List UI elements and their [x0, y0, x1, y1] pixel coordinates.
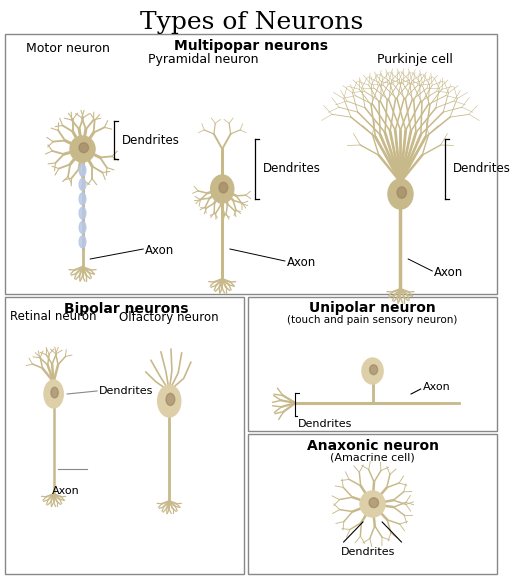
Text: Bipolar neurons: Bipolar neurons: [63, 302, 188, 316]
Ellipse shape: [44, 380, 63, 408]
Text: Dendrites: Dendrites: [122, 134, 180, 146]
Text: Dendrites: Dendrites: [263, 163, 320, 175]
Ellipse shape: [51, 387, 58, 398]
Ellipse shape: [362, 358, 383, 384]
FancyBboxPatch shape: [5, 297, 244, 574]
Ellipse shape: [79, 222, 86, 233]
Text: Axon: Axon: [423, 382, 450, 392]
Ellipse shape: [79, 164, 86, 176]
Ellipse shape: [360, 491, 385, 517]
Text: Axon: Axon: [51, 486, 80, 496]
Ellipse shape: [70, 136, 95, 162]
Text: Olfactory neuron: Olfactory neuron: [120, 310, 219, 324]
Ellipse shape: [388, 179, 413, 209]
FancyBboxPatch shape: [248, 297, 497, 431]
Ellipse shape: [79, 193, 86, 205]
Ellipse shape: [79, 236, 86, 248]
Text: (touch and pain sensory neuron): (touch and pain sensory neuron): [288, 315, 458, 325]
Text: Retinal neuron: Retinal neuron: [10, 310, 97, 324]
Text: Axon: Axon: [145, 244, 174, 258]
Ellipse shape: [158, 385, 181, 417]
FancyBboxPatch shape: [5, 34, 497, 294]
Ellipse shape: [211, 175, 234, 203]
Ellipse shape: [397, 187, 407, 198]
Text: Dendrites: Dendrites: [99, 386, 153, 396]
Text: Anaxonic neuron: Anaxonic neuron: [306, 439, 438, 453]
Text: Dendrites: Dendrites: [297, 419, 352, 429]
Text: Axon: Axon: [434, 266, 463, 280]
Ellipse shape: [219, 182, 228, 193]
Text: Multipopar neurons: Multipopar neurons: [174, 39, 328, 53]
Text: Dendrites: Dendrites: [341, 547, 395, 557]
Ellipse shape: [79, 207, 86, 219]
FancyBboxPatch shape: [248, 434, 497, 574]
Text: Pyramidal neuron: Pyramidal neuron: [148, 53, 258, 65]
Ellipse shape: [370, 365, 378, 375]
Ellipse shape: [166, 393, 175, 405]
Text: (Amacrine cell): (Amacrine cell): [330, 453, 415, 463]
Ellipse shape: [79, 143, 88, 153]
Ellipse shape: [79, 178, 86, 190]
Text: Unipolar neuron: Unipolar neuron: [309, 301, 436, 315]
Text: Dendrites: Dendrites: [452, 163, 511, 175]
Text: Axon: Axon: [287, 256, 316, 269]
Ellipse shape: [369, 498, 379, 508]
Text: Purkinje cell: Purkinje cell: [377, 53, 453, 65]
Text: Types of Neurons: Types of Neurons: [139, 11, 363, 34]
Text: Motor neuron: Motor neuron: [26, 42, 110, 56]
